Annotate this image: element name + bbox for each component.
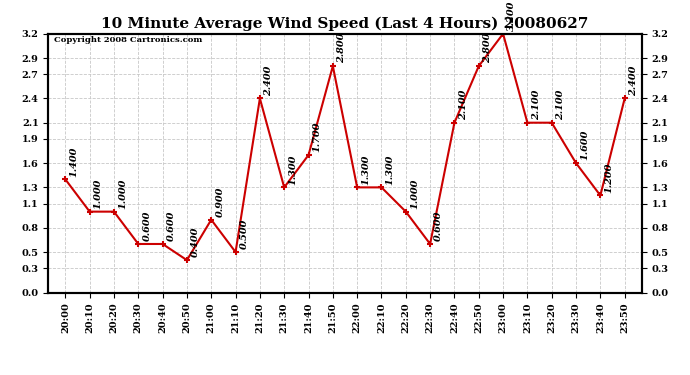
Text: 1.200: 1.200 (604, 162, 613, 193)
Text: 0.600: 0.600 (167, 211, 176, 241)
Text: 2.800: 2.800 (483, 33, 492, 63)
Text: Copyright 2008 Cartronics.com: Copyright 2008 Cartronics.com (55, 36, 203, 44)
Text: 1.300: 1.300 (362, 154, 371, 184)
Text: 0.500: 0.500 (239, 219, 248, 249)
Text: 1.000: 1.000 (118, 178, 127, 209)
Text: 1.000: 1.000 (94, 178, 103, 209)
Title: 10 Minute Average Wind Speed (Last 4 Hours) 20080627: 10 Minute Average Wind Speed (Last 4 Hou… (101, 17, 589, 31)
Text: 2.400: 2.400 (629, 65, 638, 96)
Text: 0.600: 0.600 (142, 211, 151, 241)
Text: 1.300: 1.300 (386, 154, 395, 184)
Text: 2.100: 2.100 (556, 90, 565, 120)
Text: 2.800: 2.800 (337, 33, 346, 63)
Text: 0.600: 0.600 (434, 211, 443, 241)
Text: 1.700: 1.700 (313, 122, 322, 152)
Text: 2.100: 2.100 (531, 90, 540, 120)
Text: 2.400: 2.400 (264, 65, 273, 96)
Text: 0.900: 0.900 (215, 187, 224, 217)
Text: 1.000: 1.000 (410, 178, 419, 209)
Text: 2.100: 2.100 (459, 90, 468, 120)
Text: 1.600: 1.600 (580, 130, 589, 160)
Text: 1.300: 1.300 (288, 154, 297, 184)
Text: 0.400: 0.400 (191, 227, 200, 257)
Text: 1.400: 1.400 (70, 146, 79, 177)
Text: 3.200: 3.200 (507, 1, 516, 31)
